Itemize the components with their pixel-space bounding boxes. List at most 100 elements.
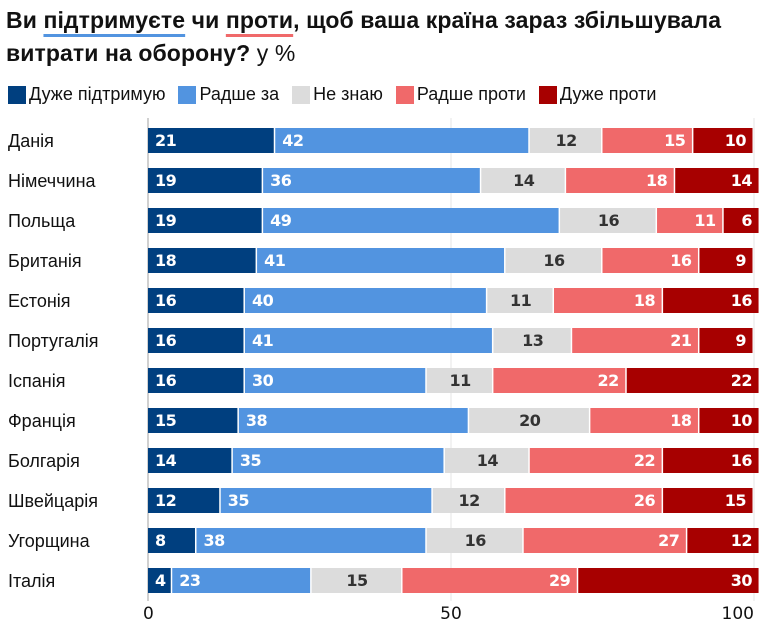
legend-label: Радше за xyxy=(199,84,280,104)
data-label: 18 xyxy=(634,291,656,310)
bar-segment-strongly-oppose xyxy=(699,408,759,433)
bar-segment-somewhat-oppose xyxy=(523,528,686,553)
title-unit: у % xyxy=(250,40,296,66)
data-label: 12 xyxy=(459,491,480,510)
bar-segment-strongly-oppose xyxy=(699,328,753,353)
category-label: Польща xyxy=(8,211,76,231)
gridlines xyxy=(147,118,755,601)
data-label: 15 xyxy=(664,131,686,150)
bar-segment-strongly-support xyxy=(148,528,195,553)
bar-segment-somewhat-support xyxy=(244,288,486,313)
bar-row: 18 41 16 16 9 xyxy=(148,248,753,273)
bar-segment-somewhat-support xyxy=(275,128,529,153)
data-label: 15 xyxy=(155,411,177,430)
legend-label: Радше проти xyxy=(416,84,526,104)
bar-segment-strongly-support xyxy=(148,448,232,473)
bar-segment-somewhat-oppose xyxy=(590,408,698,433)
data-label: 12 xyxy=(155,491,176,510)
bar-segment-dont-know xyxy=(560,208,656,233)
bar-segment-dont-know xyxy=(493,328,571,353)
data-label: 36 xyxy=(270,171,292,190)
bar-segment-dont-know xyxy=(426,528,523,553)
data-label: 22 xyxy=(731,371,752,390)
data-label: 11 xyxy=(510,291,532,310)
legend-item-somewhat-oppose: Радше проти xyxy=(395,84,526,105)
category-label: Угорщина xyxy=(8,531,91,551)
data-label: 16 xyxy=(465,531,487,550)
data-label: 6 xyxy=(741,211,752,230)
data-label: 22 xyxy=(634,451,655,470)
data-label: 14 xyxy=(513,171,535,190)
bar-segment-dont-know xyxy=(444,448,529,473)
bar-segment-somewhat-oppose xyxy=(529,448,662,473)
bar-segment-strongly-oppose xyxy=(675,168,759,193)
legend-item-somewhat-support: Радше за xyxy=(178,84,279,105)
data-label: 40 xyxy=(252,291,274,310)
data-label: 18 xyxy=(155,251,177,270)
data-label: 30 xyxy=(252,371,274,390)
bar-row: 12 35 12 26 15 xyxy=(148,488,753,513)
title-highlight-support: підтримуєте xyxy=(43,7,186,33)
data-label: 16 xyxy=(155,291,177,310)
legend: Дуже підтримую Радше за Не знаю Радше пр… xyxy=(8,84,669,105)
data-label: 11 xyxy=(694,211,716,230)
data-label: 4 xyxy=(155,571,166,590)
data-label: 14 xyxy=(731,171,753,190)
legend-label: Дуже підтримую xyxy=(29,84,166,104)
data-label: 10 xyxy=(731,411,753,430)
bar-segment-somewhat-oppose xyxy=(566,168,674,193)
legend-item-strongly-support: Дуже підтримую xyxy=(8,84,165,105)
bar-row: 15 38 20 18 10 xyxy=(148,408,759,433)
bar-row: 14 35 14 22 16 xyxy=(148,448,759,473)
data-label: 16 xyxy=(155,371,177,390)
bar-segment-strongly-support xyxy=(148,128,274,153)
data-label: 42 xyxy=(282,131,303,150)
bar-segment-strongly-oppose xyxy=(578,568,759,593)
data-label: 13 xyxy=(522,331,543,350)
bar-segment-somewhat-oppose xyxy=(554,288,662,313)
data-label: 10 xyxy=(725,131,747,150)
data-label: 16 xyxy=(731,291,753,310)
bar-segment-strongly-oppose xyxy=(699,248,753,273)
bar-segment-strongly-oppose xyxy=(693,128,753,153)
data-label: 16 xyxy=(598,211,620,230)
data-label: 19 xyxy=(155,171,177,190)
data-label: 16 xyxy=(155,331,177,350)
data-label: 30 xyxy=(731,571,753,590)
data-label: 18 xyxy=(646,171,668,190)
data-label: 29 xyxy=(549,571,571,590)
bar-row: 16 30 11 22 22 xyxy=(148,368,759,393)
legend-swatch-strongly-support xyxy=(8,85,26,104)
bar-segment-somewhat-oppose xyxy=(602,128,692,153)
bar-segment-strongly-support xyxy=(148,328,244,353)
bar-segment-dont-know xyxy=(481,168,565,193)
data-label: 16 xyxy=(731,451,753,470)
bar-row: 16 41 13 21 9 xyxy=(148,328,753,353)
data-label: 35 xyxy=(228,491,250,510)
bar-segment-strongly-support xyxy=(148,168,262,193)
title-part-2: чи xyxy=(185,7,226,33)
bar-segment-strongly-oppose xyxy=(663,488,753,513)
bar-row: 4 23 15 29 30 xyxy=(148,568,759,593)
bar-row: 19 36 14 18 14 xyxy=(148,168,759,193)
data-label: 12 xyxy=(556,131,577,150)
data-label: 9 xyxy=(735,331,746,350)
legend-item-strongly-oppose: Дуже проти xyxy=(538,84,656,105)
x-tick-label: 100 xyxy=(722,604,754,624)
data-label: 15 xyxy=(346,571,368,590)
x-axis-ticks: 0 50 100 xyxy=(143,604,754,624)
data-label: 22 xyxy=(597,371,618,390)
bar-segment-dont-know xyxy=(311,568,402,593)
bar-row: 21 42 12 15 10 xyxy=(148,128,753,153)
title-part-3: , щоб ваша країна зараз збільшувала витр… xyxy=(6,7,722,66)
category-label: Німеччина xyxy=(8,171,97,191)
bar-segment-strongly-support xyxy=(148,248,256,273)
bar-segment-somewhat-support xyxy=(172,568,311,593)
category-label: Данія xyxy=(8,131,54,151)
bar-segment-strongly-oppose xyxy=(663,288,759,313)
bar-segment-strongly-support xyxy=(148,288,244,313)
data-label: 14 xyxy=(155,451,177,470)
data-label: 12 xyxy=(731,531,752,550)
legend-swatch-somewhat-support xyxy=(178,85,197,104)
